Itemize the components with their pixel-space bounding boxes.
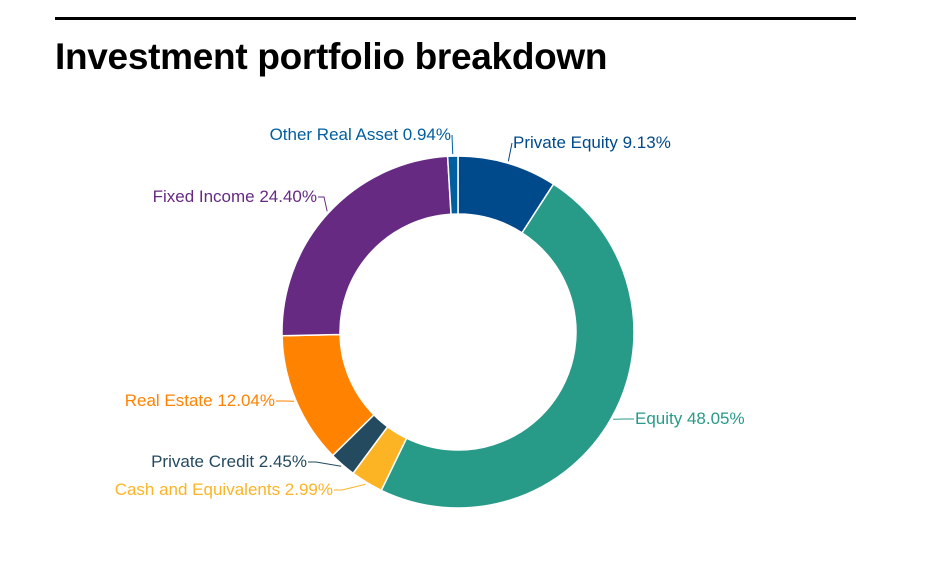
slice-label-3: Private Credit 2.45% xyxy=(151,452,307,471)
leader-line-2 xyxy=(334,483,366,491)
leader-line-5 xyxy=(318,196,328,212)
slice-5 xyxy=(281,155,452,337)
slice-label-6: Other Real Asset 0.94% xyxy=(270,125,451,144)
slice-label-5: Fixed Income 24.40% xyxy=(153,187,317,206)
slice-label-0: Private Equity 9.13% xyxy=(513,133,671,152)
leader-line-6 xyxy=(451,134,454,155)
leader-line-0 xyxy=(507,142,513,162)
leader-lines-group xyxy=(276,134,634,491)
slice-label-4: Real Estate 12.04% xyxy=(125,391,275,410)
chart-title: Investment portfolio breakdown xyxy=(55,36,608,77)
slice-6 xyxy=(446,155,459,215)
slice-label-2: Cash and Equivalents 2.99% xyxy=(115,480,333,499)
slice-label-1: Equity 48.05% xyxy=(635,409,745,428)
slice-1 xyxy=(380,183,635,509)
labels-group: Private Equity 9.13% Equity 48.05% Cash an… xyxy=(115,125,745,499)
leader-line-3 xyxy=(308,461,342,467)
top-rule xyxy=(55,17,856,20)
slices-group xyxy=(281,155,635,509)
